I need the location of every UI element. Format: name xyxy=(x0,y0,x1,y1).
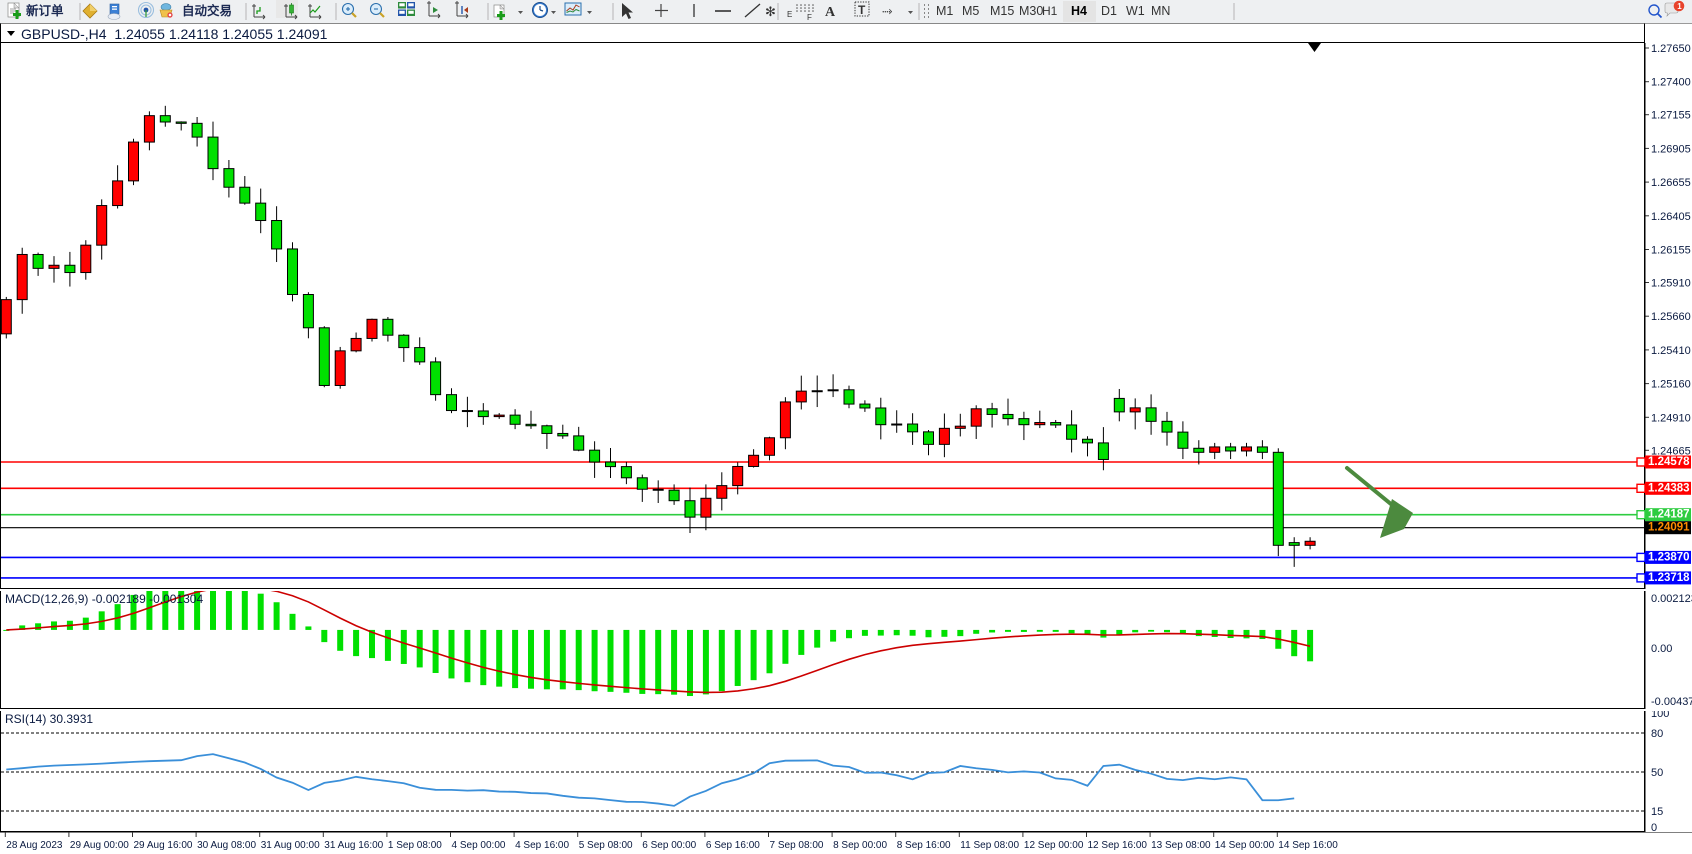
svg-text:5 Sep 08:00: 5 Sep 08:00 xyxy=(579,840,633,851)
svg-text:29 Aug 16:00: 29 Aug 16:00 xyxy=(134,840,193,851)
svg-text:M5: M5 xyxy=(962,4,979,18)
svg-text:0.002123: 0.002123 xyxy=(1651,593,1692,605)
svg-text:30 Aug 08:00: 30 Aug 08:00 xyxy=(197,840,256,851)
svg-text:1.26405: 1.26405 xyxy=(1651,211,1691,223)
svg-text:M1: M1 xyxy=(936,4,953,18)
svg-text:1.27650: 1.27650 xyxy=(1651,43,1691,55)
svg-text:50: 50 xyxy=(1651,767,1663,779)
svg-text:12 Sep 16:00: 12 Sep 16:00 xyxy=(1088,840,1148,851)
svg-text:0: 0 xyxy=(1651,822,1657,832)
svg-text:1.26655: 1.26655 xyxy=(1651,177,1691,189)
svg-text:1.25910: 1.25910 xyxy=(1651,278,1691,290)
svg-text:1.26155: 1.26155 xyxy=(1651,245,1691,257)
svg-text:31 Aug 00:00: 31 Aug 00:00 xyxy=(261,840,320,851)
svg-text:RSI(14) 30.3931: RSI(14) 30.3931 xyxy=(5,712,93,726)
svg-text:1.24091: 1.24091 xyxy=(1648,522,1690,534)
svg-text:15: 15 xyxy=(1651,806,1663,818)
svg-text:100: 100 xyxy=(1651,711,1669,720)
svg-text:1.23870: 1.23870 xyxy=(1648,551,1690,563)
svg-text:1.24578: 1.24578 xyxy=(1648,456,1690,468)
svg-text:✻: ✻ xyxy=(765,4,776,19)
svg-text:8 Sep 16:00: 8 Sep 16:00 xyxy=(897,840,951,851)
svg-text:⤑: ⤑ xyxy=(882,3,893,18)
svg-text:H4: H4 xyxy=(1071,4,1087,18)
svg-text:13 Sep 08:00: 13 Sep 08:00 xyxy=(1151,840,1211,851)
svg-text:D1: D1 xyxy=(1101,4,1117,18)
svg-text:1.25410: 1.25410 xyxy=(1651,345,1691,357)
svg-text:6 Sep 16:00: 6 Sep 16:00 xyxy=(706,840,760,851)
svg-text:28 Aug 2023: 28 Aug 2023 xyxy=(6,840,63,851)
svg-text:W1: W1 xyxy=(1126,4,1145,18)
svg-text:6 Sep 00:00: 6 Sep 00:00 xyxy=(642,840,696,851)
svg-text:7 Sep 08:00: 7 Sep 08:00 xyxy=(770,840,824,851)
svg-text:4 Sep 16:00: 4 Sep 16:00 xyxy=(515,840,569,851)
svg-text:1.27155: 1.27155 xyxy=(1651,110,1691,122)
svg-text:1.27400: 1.27400 xyxy=(1651,77,1691,89)
svg-text:1.25660: 1.25660 xyxy=(1651,311,1691,323)
svg-text:12 Sep 00:00: 12 Sep 00:00 xyxy=(1024,840,1084,851)
svg-text:MN: MN xyxy=(1151,4,1170,18)
svg-text:E: E xyxy=(787,10,792,19)
svg-text:M30: M30 xyxy=(1019,4,1043,18)
svg-text:11 Sep 08:00: 11 Sep 08:00 xyxy=(960,840,1019,851)
svg-text:自动交易: 自动交易 xyxy=(182,3,232,18)
svg-text:M15: M15 xyxy=(990,4,1014,18)
svg-text:1.23718: 1.23718 xyxy=(1648,572,1690,584)
svg-text:T: T xyxy=(858,3,866,17)
svg-text:新订单: 新订单 xyxy=(26,3,64,18)
svg-text:1.24187: 1.24187 xyxy=(1648,509,1690,521)
svg-text:0.00: 0.00 xyxy=(1651,643,1672,655)
svg-text:1.25160: 1.25160 xyxy=(1651,379,1691,391)
svg-text:1 Sep 08:00: 1 Sep 08:00 xyxy=(388,840,442,851)
svg-text:-0.004378: -0.004378 xyxy=(1651,696,1692,708)
svg-text:14 Sep 16:00: 14 Sep 16:00 xyxy=(1278,840,1338,851)
svg-text:4 Sep 00:00: 4 Sep 00:00 xyxy=(452,840,506,851)
svg-text:29 Aug 00:00: 29 Aug 00:00 xyxy=(70,840,129,851)
svg-text:A: A xyxy=(825,5,836,20)
svg-text:F: F xyxy=(807,13,812,22)
svg-text:14 Sep 00:00: 14 Sep 00:00 xyxy=(1215,840,1275,851)
svg-text:1.26905: 1.26905 xyxy=(1651,143,1691,155)
svg-text:1: 1 xyxy=(1677,2,1682,11)
svg-text:MACD(12,26,9) -0.002189 -0.001: MACD(12,26,9) -0.002189 -0.001304 xyxy=(5,592,203,606)
svg-text:80: 80 xyxy=(1651,728,1663,740)
svg-text:31 Aug 16:00: 31 Aug 16:00 xyxy=(324,840,383,851)
svg-text:1.24383: 1.24383 xyxy=(1648,482,1690,494)
svg-text:1.24910: 1.24910 xyxy=(1651,412,1691,424)
svg-text:H1: H1 xyxy=(1042,4,1058,18)
svg-text:8 Sep 00:00: 8 Sep 00:00 xyxy=(833,840,887,851)
